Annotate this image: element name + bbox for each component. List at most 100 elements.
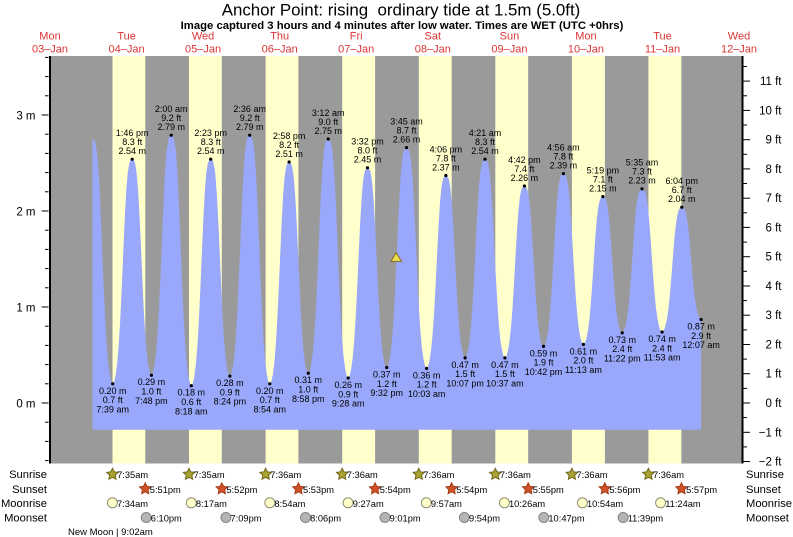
svg-text:6.7 ft: 6.7 ft xyxy=(672,185,693,195)
svg-text:7.3 ft: 7.3 ft xyxy=(632,167,653,177)
svg-text:9:27am: 9:27am xyxy=(353,499,384,509)
svg-text:11:24am: 11:24am xyxy=(665,499,701,509)
svg-text:2:36 am: 2:36 am xyxy=(233,104,266,114)
svg-text:12–Jan: 12–Jan xyxy=(721,43,757,55)
svg-text:2.51 m: 2.51 m xyxy=(275,149,303,159)
svg-text:0.47 m: 0.47 m xyxy=(451,360,479,370)
svg-text:10:47pm: 10:47pm xyxy=(548,513,584,523)
svg-text:2.75 m: 2.75 m xyxy=(314,126,342,136)
svg-text:8:18 am: 8:18 am xyxy=(175,406,208,416)
svg-text:2.79 m: 2.79 m xyxy=(157,122,185,132)
svg-text:−2 ft: −2 ft xyxy=(759,457,783,469)
svg-text:3:45 am: 3:45 am xyxy=(390,116,423,126)
svg-text:7:09pm: 7:09pm xyxy=(231,513,262,523)
svg-text:2:58 pm: 2:58 pm xyxy=(273,131,306,141)
svg-text:8 ft: 8 ft xyxy=(766,164,783,176)
svg-text:0.87 m: 0.87 m xyxy=(687,322,715,332)
svg-text:2.54 m: 2.54 m xyxy=(118,146,146,156)
svg-text:2.04 m: 2.04 m xyxy=(668,194,696,204)
svg-text:8.3 ft: 8.3 ft xyxy=(122,137,143,147)
svg-text:Sunrise: Sunrise xyxy=(746,469,784,481)
svg-text:Sunrise: Sunrise xyxy=(9,469,47,481)
svg-text:5:57pm: 5:57pm xyxy=(686,485,717,495)
svg-text:2:23 pm: 2:23 pm xyxy=(194,128,227,138)
svg-text:11:53 am: 11:53 am xyxy=(644,353,681,363)
svg-text:3 m: 3 m xyxy=(16,110,35,122)
svg-text:0.9 ft: 0.9 ft xyxy=(338,389,359,399)
svg-text:10:54am: 10:54am xyxy=(587,499,623,509)
svg-text:1 m: 1 m xyxy=(16,302,35,314)
svg-text:2 m: 2 m xyxy=(16,206,35,218)
svg-text:7:48 pm: 7:48 pm xyxy=(135,396,168,406)
svg-text:Moonset: Moonset xyxy=(4,512,48,524)
svg-text:2.26 m: 2.26 m xyxy=(511,173,539,183)
svg-text:4:56 am: 4:56 am xyxy=(547,142,580,152)
svg-text:2.0 ft: 2.0 ft xyxy=(573,356,594,366)
svg-text:Wed: Wed xyxy=(192,30,214,42)
svg-text:0.47 m: 0.47 m xyxy=(491,360,519,370)
svg-text:04–Jan: 04–Jan xyxy=(109,43,145,55)
svg-text:12:07 am: 12:07 am xyxy=(682,340,720,350)
svg-text:Tue: Tue xyxy=(117,30,136,42)
svg-text:2.4 ft: 2.4 ft xyxy=(612,344,633,354)
svg-text:0.31 m: 0.31 m xyxy=(295,375,323,385)
svg-text:7.1 ft: 7.1 ft xyxy=(593,174,614,184)
svg-text:11 ft: 11 ft xyxy=(760,76,782,88)
svg-text:9:01pm: 9:01pm xyxy=(390,513,421,523)
svg-text:7:36am: 7:36am xyxy=(423,470,454,480)
svg-text:7.8 ft: 7.8 ft xyxy=(436,153,457,163)
svg-text:0.9 ft: 0.9 ft xyxy=(220,387,241,397)
svg-text:11:22 pm: 11:22 pm xyxy=(604,354,641,364)
svg-text:2.4 ft: 2.4 ft xyxy=(652,343,673,353)
svg-text:2 ft: 2 ft xyxy=(766,340,783,352)
svg-text:4:21 am: 4:21 am xyxy=(469,128,502,138)
svg-text:2.79 m: 2.79 m xyxy=(236,122,264,132)
svg-text:−1 ft: −1 ft xyxy=(759,427,783,439)
svg-text:2.37 m: 2.37 m xyxy=(432,162,460,172)
svg-text:1.2 ft: 1.2 ft xyxy=(417,380,438,390)
svg-text:Sunset: Sunset xyxy=(746,484,782,496)
svg-text:1:46 pm: 1:46 pm xyxy=(116,128,149,138)
svg-text:5:52pm: 5:52pm xyxy=(226,485,257,495)
svg-text:Mon: Mon xyxy=(39,30,60,42)
svg-text:Sun: Sun xyxy=(500,30,520,42)
svg-text:2.54 m: 2.54 m xyxy=(471,146,499,156)
svg-text:7:35am: 7:35am xyxy=(194,470,225,480)
svg-text:8.7 ft: 8.7 ft xyxy=(396,125,417,135)
svg-text:New Moon | 9:02am: New Moon | 9:02am xyxy=(68,527,153,537)
svg-text:7:35am: 7:35am xyxy=(117,470,148,480)
svg-text:0.29 m: 0.29 m xyxy=(138,377,166,387)
svg-text:2.66 m: 2.66 m xyxy=(393,134,421,144)
svg-text:10:03 am: 10:03 am xyxy=(408,389,446,399)
svg-text:8:58 pm: 8:58 pm xyxy=(292,394,325,404)
svg-text:0.28 m: 0.28 m xyxy=(216,378,244,388)
svg-text:4 ft: 4 ft xyxy=(766,281,783,293)
svg-text:7:36am: 7:36am xyxy=(653,470,684,480)
svg-text:5:54pm: 5:54pm xyxy=(380,485,411,495)
svg-text:1.2 ft: 1.2 ft xyxy=(377,379,398,389)
svg-text:Thu: Thu xyxy=(270,30,289,42)
svg-text:4:42 pm: 4:42 pm xyxy=(508,155,541,165)
svg-text:7:34am: 7:34am xyxy=(117,499,148,509)
svg-text:8:17am: 8:17am xyxy=(196,499,227,509)
svg-text:9 ft: 9 ft xyxy=(766,135,783,147)
svg-text:Moonrise: Moonrise xyxy=(746,498,792,510)
svg-text:0.74 m: 0.74 m xyxy=(648,334,676,344)
svg-text:2:00 am: 2:00 am xyxy=(155,104,188,114)
svg-text:8.2 ft: 8.2 ft xyxy=(279,140,300,150)
svg-text:6:10pm: 6:10pm xyxy=(151,513,182,523)
svg-text:08–Jan: 08–Jan xyxy=(415,43,451,55)
svg-text:7:36am: 7:36am xyxy=(347,470,378,480)
svg-text:1.5 ft: 1.5 ft xyxy=(455,369,476,379)
svg-text:7:39 am: 7:39 am xyxy=(96,404,129,414)
svg-text:Moonrise: Moonrise xyxy=(1,498,47,510)
svg-text:7.4 ft: 7.4 ft xyxy=(514,164,535,174)
svg-text:Tue: Tue xyxy=(653,30,672,42)
svg-text:9.2 ft: 9.2 ft xyxy=(240,113,261,123)
svg-text:4:06 pm: 4:06 pm xyxy=(430,144,463,154)
svg-text:0.18 m: 0.18 m xyxy=(178,388,206,398)
svg-text:2.45 m: 2.45 m xyxy=(354,155,382,165)
svg-text:0.61 m: 0.61 m xyxy=(570,346,598,356)
svg-text:3 ft: 3 ft xyxy=(766,310,783,322)
svg-text:3:12 am: 3:12 am xyxy=(312,108,345,118)
